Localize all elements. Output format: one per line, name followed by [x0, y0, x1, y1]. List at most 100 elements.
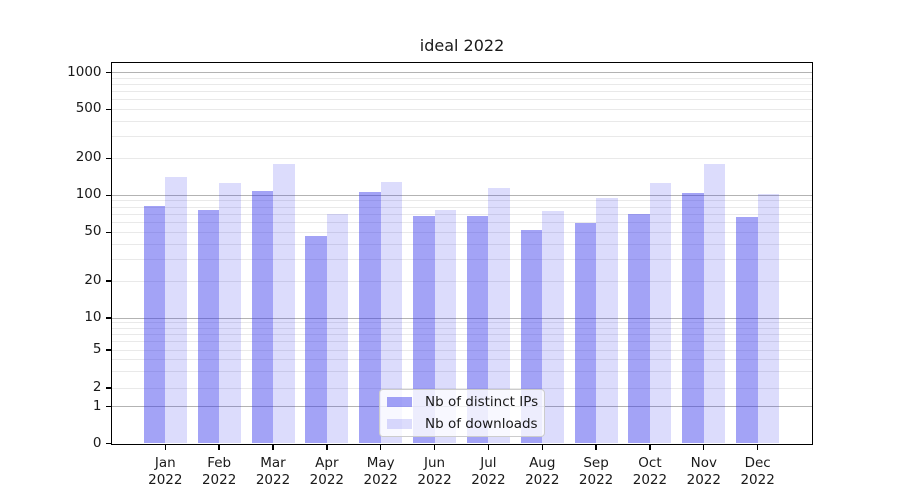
- x-tick-apr: [326, 444, 328, 450]
- y-gridline-minor-300: [112, 136, 812, 138]
- x-tick-jun: [433, 444, 436, 450]
- y-tick-label-5: 5: [92, 341, 102, 357]
- x-tick-label-year-oct: 2022: [632, 471, 668, 488]
- y-gridline-minor-3: [112, 370, 812, 372]
- legend-item-downloads: Nb of downloads: [387, 415, 538, 434]
- x-tick-label-dec: Dec 2022: [726, 455, 790, 489]
- x-tick-label-feb: Feb 2022: [187, 455, 251, 489]
- bar-ips-jun: [413, 215, 435, 444]
- y-tick-200: [105, 157, 112, 159]
- y-gridline-minor-700: [112, 91, 812, 93]
- bar-ips-nov: [682, 192, 704, 444]
- x-tick-label-year-jul: 2022: [471, 471, 506, 488]
- y-tick-100: [105, 194, 112, 196]
- x-tick-label-apr: Apr 2022: [295, 455, 359, 489]
- y-tick-label-1000: 1000: [67, 63, 102, 80]
- bar-downloads-dec: [757, 194, 780, 444]
- y-tick-1: [105, 405, 112, 408]
- legend-label-ips: Nb of distinct IPs: [425, 394, 539, 410]
- y-tick-1000: [105, 72, 112, 74]
- x-tick-label-year-feb: 2022: [201, 471, 237, 488]
- y-tick-2: [105, 387, 112, 389]
- y-gridline-minor-400: [112, 120, 812, 122]
- y-tick-10: [105, 317, 112, 319]
- y-gridline-minor-800: [112, 83, 812, 85]
- bar-downloads-may: [380, 182, 403, 444]
- y-tick-label-200: 200: [75, 149, 102, 166]
- y-gridline-minor-8: [112, 327, 812, 329]
- x-tick-label-year-apr: 2022: [309, 471, 345, 488]
- x-tick-mar: [272, 444, 274, 450]
- bar-downloads-jan: [165, 177, 187, 444]
- y-gridline-minor-50: [112, 231, 812, 233]
- x-tick-label-month-oct: Oct: [638, 454, 662, 471]
- legend-swatch-downloads: [387, 418, 412, 430]
- x-tick-label-month-apr: Apr: [315, 454, 339, 471]
- x-tick-jan: [164, 444, 166, 450]
- x-tick-aug: [541, 444, 543, 450]
- bar-ips-sep: [574, 222, 597, 444]
- y-tick-label-20: 20: [84, 272, 102, 288]
- bar-ips-mar: [251, 190, 273, 444]
- x-tick-label-aug: Aug 2022: [510, 455, 574, 489]
- y-gridline-minor-20: [112, 280, 812, 282]
- y-tick-label-10: 10: [84, 309, 102, 325]
- x-tick-sep: [595, 444, 597, 450]
- legend-label-downloads: Nb of downloads: [425, 416, 538, 432]
- x-tick-oct: [649, 444, 651, 450]
- y-gridline-minor-80: [112, 206, 812, 208]
- bar-ips-oct: [628, 213, 650, 444]
- y-tick-5: [105, 349, 112, 351]
- legend: Nb of distinct IPs Nb of downloads: [379, 389, 545, 437]
- x-tick-label-month-dec: Dec: [744, 454, 771, 471]
- y-tick-50: [105, 231, 112, 233]
- y-gridline-minor-90: [112, 200, 812, 202]
- x-tick-jul: [487, 444, 490, 450]
- x-tick-label-mar: Mar 2022: [241, 455, 305, 489]
- y-gridline-minor-70: [112, 213, 812, 215]
- y-gridline-minor-40: [112, 243, 812, 245]
- bar-ips-may: [359, 191, 381, 444]
- y-gridline-minor-500: [112, 108, 812, 110]
- y-gridline-minor-60: [112, 222, 812, 224]
- y-gridline-minor-5: [112, 349, 812, 351]
- x-tick-label-month-feb: Feb: [207, 454, 232, 471]
- bar-downloads-jul: [488, 187, 510, 444]
- y-tick-0: [105, 442, 112, 445]
- y-gridline-major-1000: [112, 72, 812, 74]
- bar-ips-dec: [736, 216, 758, 444]
- x-tick-label-may: May 2022: [349, 455, 413, 489]
- x-tick-label-nov: Nov 2022: [672, 455, 736, 489]
- x-tick-label-jul: Jul 2022: [456, 455, 520, 489]
- bar-downloads-oct: [649, 183, 672, 444]
- bar-ips-jul: [466, 215, 489, 444]
- bar-ips-apr: [305, 235, 327, 444]
- x-tick-label-month-jul: Jul: [480, 454, 497, 471]
- y-tick-label-50: 50: [84, 223, 102, 240]
- x-tick-label-year-may: 2022: [363, 471, 398, 488]
- x-tick-nov: [703, 444, 705, 450]
- x-tick-label-month-mar: Mar: [260, 454, 286, 471]
- x-tick-label-year-mar: 2022: [255, 471, 291, 488]
- bar-ips-jan: [143, 205, 166, 444]
- y-gridline-minor-9: [112, 322, 812, 324]
- y-tick-label-2: 2: [92, 379, 102, 395]
- plot-area: [112, 62, 812, 444]
- x-tick-label-month-jan: Jan: [154, 454, 176, 471]
- x-tick-label-year-jun: 2022: [417, 471, 452, 488]
- x-tick-label-jan: Jan 2022: [133, 455, 197, 489]
- y-gridline-major-10: [112, 317, 812, 319]
- x-tick-feb: [218, 444, 220, 450]
- y-tick-label-100: 100: [75, 186, 102, 203]
- x-tick-may: [380, 444, 382, 450]
- y-gridline-minor-7: [112, 333, 812, 335]
- x-tick-label-month-aug: Aug: [529, 454, 556, 471]
- bar-downloads-feb: [219, 182, 241, 444]
- y-tick-label-0: 0: [92, 434, 102, 451]
- bar-ips-feb: [197, 209, 220, 444]
- y-tick-20: [105, 280, 112, 282]
- x-tick-label-year-aug: 2022: [525, 471, 560, 488]
- y-gridline-minor-900: [112, 77, 812, 79]
- bar-downloads-jun: [434, 209, 457, 444]
- x-tick-label-year-dec: 2022: [740, 471, 775, 488]
